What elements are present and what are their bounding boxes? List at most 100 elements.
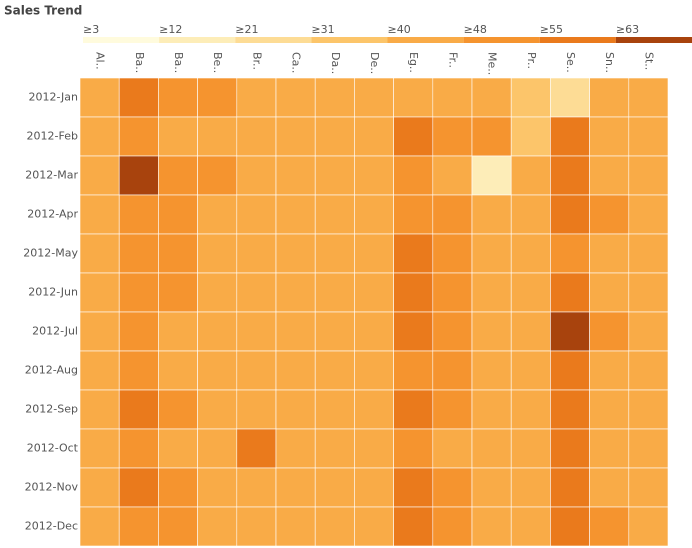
heat-cell <box>236 272 277 313</box>
heat-cell <box>589 506 630 547</box>
heat-cell <box>393 350 434 391</box>
heat-cell <box>118 506 159 547</box>
heat-cell <box>471 467 512 508</box>
heat-cell <box>275 428 316 469</box>
heat-cell <box>158 272 198 313</box>
heat-cell <box>432 389 473 430</box>
heat-cell <box>432 116 473 157</box>
heat-cell <box>275 77 316 118</box>
heat-cell <box>236 350 277 391</box>
heat-cell <box>589 116 630 157</box>
column-label: Pr.. <box>525 52 538 69</box>
chart-title: Sales Trend <box>4 4 82 18</box>
heat-cell <box>118 389 159 430</box>
heat-cell <box>628 428 669 469</box>
heat-cell <box>393 77 434 118</box>
heat-cell <box>197 155 238 196</box>
column-label: Sn.. <box>603 52 616 73</box>
heat-cell <box>510 467 551 508</box>
heat-cell <box>158 506 198 547</box>
heat-cell <box>510 233 551 274</box>
heat-cell <box>550 77 590 118</box>
heat-cell <box>393 506 434 547</box>
heat-cell <box>628 77 669 118</box>
legend-swatch <box>539 37 616 43</box>
heat-cell <box>236 389 277 430</box>
row-label: 2012-Aug <box>25 364 78 377</box>
heat-cell <box>354 389 394 430</box>
column-label: Se.. <box>564 52 577 73</box>
heat-cell <box>589 428 630 469</box>
legend-label: ≥63 <box>616 23 639 36</box>
heat-cell <box>471 428 512 469</box>
heat-cell <box>314 506 355 547</box>
heat-cell <box>393 233 434 274</box>
heat-cell <box>236 428 277 469</box>
heat-cell <box>314 428 355 469</box>
heat-cell <box>314 116 355 157</box>
column-label: Br.. <box>250 52 263 70</box>
heat-cell <box>354 272 394 313</box>
heat-cell <box>158 467 198 508</box>
heat-cell <box>354 155 394 196</box>
heat-cell <box>550 116 590 157</box>
legend-label: ≥48 <box>464 23 487 36</box>
heat-cell <box>628 155 669 196</box>
heat-cell <box>354 467 394 508</box>
heat-cell <box>471 389 512 430</box>
column-label: Eg.. <box>407 52 420 73</box>
heat-cell <box>589 350 630 391</box>
heat-cell <box>314 272 355 313</box>
heat-cell <box>314 311 355 352</box>
legend-swatch <box>463 37 540 43</box>
heat-cell <box>118 467 159 508</box>
heat-cell <box>275 272 316 313</box>
heat-cell <box>432 467 473 508</box>
heat-cell <box>354 428 394 469</box>
heat-cell <box>79 467 120 508</box>
heat-cell <box>471 272 512 313</box>
heat-cell <box>628 233 669 274</box>
heat-cell <box>550 389 590 430</box>
row-label: 2012-May <box>23 247 78 260</box>
row-label: 2012-Jan <box>28 91 78 104</box>
heat-cell <box>354 77 394 118</box>
row-label: 2012-Feb <box>27 130 78 143</box>
column-label: Ca.. <box>290 52 303 73</box>
heat-cell <box>589 272 630 313</box>
heat-cell <box>471 194 512 235</box>
heat-cell <box>589 155 630 196</box>
heat-cell <box>628 350 669 391</box>
heat-cell <box>589 389 630 430</box>
heat-cell <box>236 116 277 157</box>
legend-swatch <box>311 37 388 43</box>
heat-cell <box>236 467 277 508</box>
heat-cell <box>236 506 277 547</box>
heat-cell <box>471 155 512 196</box>
heat-cell <box>628 506 669 547</box>
heat-cell <box>118 272 159 313</box>
heat-cell <box>118 77 159 118</box>
heat-cell <box>158 350 198 391</box>
legend-label: ≥12 <box>159 23 182 36</box>
heat-cell <box>314 194 355 235</box>
heat-cell <box>393 155 434 196</box>
heat-cell <box>628 311 669 352</box>
heat-cell <box>197 506 238 547</box>
column-label: De.. <box>368 52 381 74</box>
heat-cell <box>393 272 434 313</box>
heat-cell <box>550 428 590 469</box>
heat-cell <box>471 350 512 391</box>
heat-cell <box>510 311 551 352</box>
heat-cell <box>275 155 316 196</box>
heat-cell <box>432 155 473 196</box>
heat-cell <box>589 311 630 352</box>
heat-cell <box>275 116 316 157</box>
heat-cell <box>158 428 198 469</box>
heat-cell <box>432 311 473 352</box>
heat-cell <box>628 389 669 430</box>
heat-cell <box>628 194 669 235</box>
heat-cell <box>354 233 394 274</box>
heat-cell <box>589 233 630 274</box>
heat-cell <box>550 467 590 508</box>
